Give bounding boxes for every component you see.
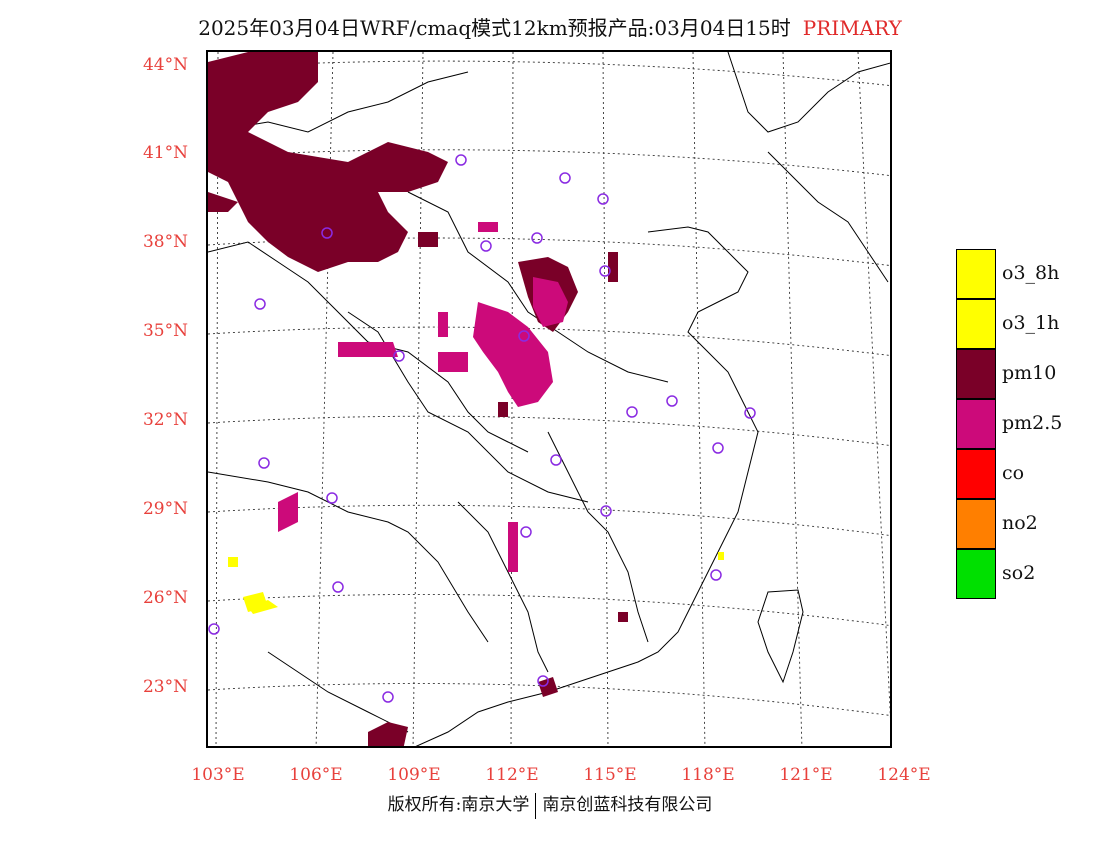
lat-label-32: 32°N bbox=[142, 410, 188, 430]
lat-label-23: 23°N bbox=[142, 677, 188, 697]
o3-regions bbox=[228, 552, 724, 614]
lon-label-103: 103°E bbox=[191, 765, 245, 785]
lon-label-121: 121°E bbox=[779, 765, 833, 785]
coastline bbox=[208, 52, 890, 746]
legend-swatch-no2 bbox=[956, 499, 996, 549]
title-text: 2025年03月04日WRF/cmaq模式12km预报产品:03月04日15时 bbox=[198, 16, 791, 40]
title-tag: PRIMARY bbox=[802, 16, 902, 40]
station-markers bbox=[208, 154, 756, 703]
lat-label-44: 44°N bbox=[142, 55, 188, 75]
legend-swatch-co bbox=[956, 449, 996, 499]
legend-label-so2: so2 bbox=[1002, 562, 1036, 584]
map-title: 2025年03月04日WRF/cmaq模式12km预报产品:03月04日15时 P… bbox=[0, 12, 1100, 41]
lon-label-106: 106°E bbox=[289, 765, 343, 785]
lon-label-115: 115°E bbox=[583, 765, 637, 785]
legend-swatch-pm10 bbox=[956, 349, 996, 399]
lon-label-118: 118°E bbox=[681, 765, 735, 785]
legend-label-o3-1h: o3_1h bbox=[1002, 312, 1060, 334]
pm10-regions bbox=[208, 52, 628, 746]
legend-swatch-o3-1h bbox=[956, 299, 996, 349]
lat-label-38: 38°N bbox=[142, 232, 188, 252]
footer-right: 南京创蓝科技有限公司 bbox=[542, 795, 713, 815]
footer-left: 版权所有:南京大学 bbox=[387, 795, 530, 815]
legend-label-pm25: pm2.5 bbox=[1002, 412, 1063, 434]
pm25-regions bbox=[278, 222, 568, 572]
legend-swatch-pm25 bbox=[956, 399, 996, 449]
lat-label-41: 41°N bbox=[142, 143, 188, 163]
lon-label-124: 124°E bbox=[877, 765, 931, 785]
lat-label-29: 29°N bbox=[142, 499, 188, 519]
lat-label-35: 35°N bbox=[142, 321, 188, 341]
legend-swatch-so2 bbox=[956, 549, 996, 599]
legend-swatch-o3-8h bbox=[956, 249, 996, 299]
map-canvas bbox=[208, 52, 890, 746]
legend-label-pm10: pm10 bbox=[1002, 362, 1057, 384]
lon-label-112: 112°E bbox=[485, 765, 539, 785]
legend-label-o3-8h: o3_8h bbox=[1002, 262, 1060, 284]
legend-label-co: co bbox=[1002, 462, 1025, 484]
lon-label-109: 109°E bbox=[387, 765, 441, 785]
map-area[interactable] bbox=[206, 50, 892, 748]
legend-label-no2: no2 bbox=[1002, 512, 1038, 534]
copyright-footer: 版权所有:南京大学 南京创蓝科技有限公司 bbox=[0, 790, 1100, 819]
lat-label-26: 26°N bbox=[142, 588, 188, 608]
footer-divider bbox=[535, 792, 537, 819]
